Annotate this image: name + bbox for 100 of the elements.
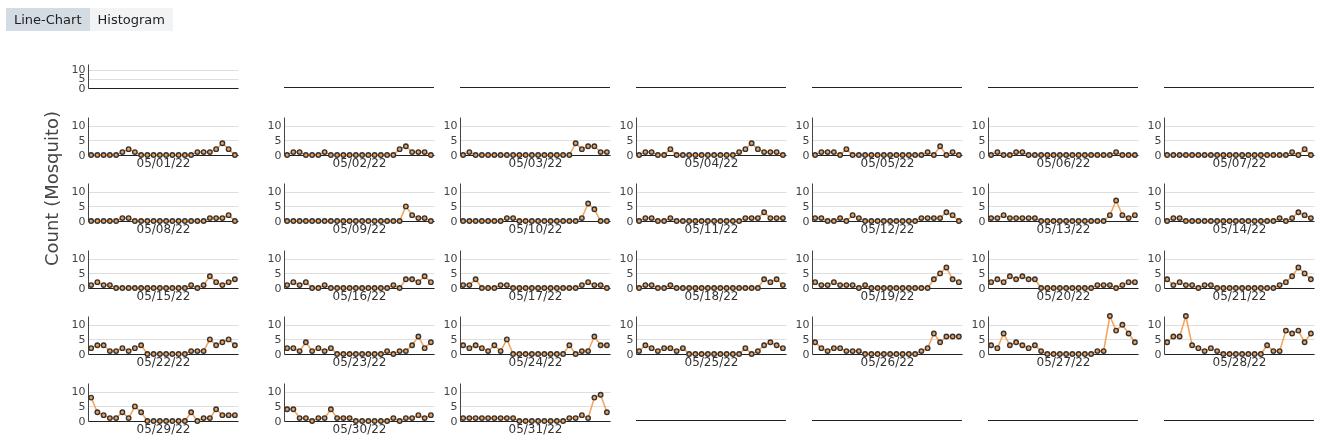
point — [636, 218, 643, 225]
y-tick-label: 5 — [1154, 200, 1162, 214]
point — [862, 281, 869, 288]
point — [949, 276, 956, 282]
point — [585, 414, 592, 421]
point — [1125, 215, 1132, 222]
point — [535, 284, 542, 291]
point — [918, 215, 925, 222]
y-tick-label: 0 — [274, 414, 282, 428]
point — [296, 348, 303, 355]
point — [485, 152, 492, 158]
point — [384, 218, 391, 225]
x-axis-title: 05/31/22 — [508, 421, 563, 436]
point — [585, 143, 592, 150]
point — [119, 149, 126, 156]
point — [843, 281, 850, 288]
point — [937, 339, 944, 346]
point — [466, 218, 473, 225]
point — [767, 149, 774, 156]
y-tick-label: 0 — [978, 347, 986, 361]
point — [868, 284, 875, 291]
point — [359, 417, 366, 424]
point — [1201, 348, 1208, 355]
point — [930, 330, 937, 337]
point — [1195, 284, 1202, 291]
point — [346, 414, 353, 421]
point — [188, 152, 195, 158]
point — [686, 284, 693, 291]
point — [340, 152, 347, 158]
point — [352, 417, 359, 424]
point — [943, 152, 950, 158]
point — [855, 348, 862, 355]
point — [144, 152, 151, 158]
y-tick-label: 10 — [267, 318, 282, 332]
point — [736, 284, 743, 291]
point — [94, 342, 101, 349]
point — [315, 218, 322, 225]
point — [1106, 281, 1113, 288]
point — [572, 140, 579, 147]
y-tick-label: 10 — [795, 185, 810, 199]
point — [181, 152, 188, 158]
point — [943, 209, 950, 216]
point — [219, 411, 226, 418]
point — [144, 284, 151, 291]
point — [955, 152, 962, 158]
point — [100, 342, 107, 349]
y-tick-label: 0 — [450, 347, 458, 361]
point — [409, 342, 416, 349]
x-axis-title: 05/25/22 — [684, 354, 739, 369]
point — [365, 284, 372, 291]
point — [812, 215, 819, 222]
point — [427, 339, 434, 346]
y-tick-label: 10 — [795, 252, 810, 266]
point — [855, 152, 862, 158]
point — [106, 152, 113, 158]
point — [384, 284, 391, 291]
point — [194, 417, 201, 424]
point — [503, 152, 510, 158]
y-tick-label: 10 — [971, 318, 986, 332]
point — [585, 279, 592, 285]
point — [1182, 313, 1189, 320]
point — [937, 215, 944, 222]
point — [578, 281, 585, 288]
point — [371, 284, 378, 291]
point — [466, 414, 473, 421]
x-axis-title: 05/06/22 — [1036, 155, 1091, 170]
point — [421, 215, 428, 222]
y-tick-label: 5 — [78, 133, 86, 147]
point — [729, 152, 736, 158]
y-tick-label: 5 — [802, 200, 810, 214]
point — [597, 218, 604, 225]
point — [94, 279, 101, 285]
x-axis-title: 05/14/22 — [1212, 221, 1267, 236]
point — [855, 215, 862, 222]
point — [648, 345, 655, 352]
point — [648, 215, 655, 222]
point — [773, 276, 780, 282]
point — [503, 281, 510, 288]
point — [231, 276, 238, 282]
point — [912, 218, 919, 225]
point — [206, 414, 213, 421]
point — [460, 152, 467, 158]
point — [686, 152, 693, 158]
point — [213, 279, 220, 285]
point — [572, 218, 579, 225]
point — [510, 152, 517, 158]
point — [377, 284, 384, 291]
point — [767, 279, 774, 285]
point — [1164, 339, 1171, 346]
point — [761, 342, 768, 349]
point — [188, 281, 195, 288]
y-tick-label: 10 — [267, 384, 282, 398]
point — [1013, 215, 1020, 222]
point — [503, 215, 510, 222]
y-tick-label: 0 — [626, 281, 634, 295]
point — [359, 284, 366, 291]
point — [535, 417, 542, 424]
point — [843, 146, 850, 153]
point — [352, 284, 359, 291]
point — [522, 152, 529, 158]
